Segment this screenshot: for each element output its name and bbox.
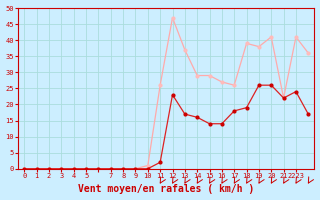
X-axis label: Vent moyen/en rafales ( km/h ): Vent moyen/en rafales ( km/h ) [78,184,254,194]
